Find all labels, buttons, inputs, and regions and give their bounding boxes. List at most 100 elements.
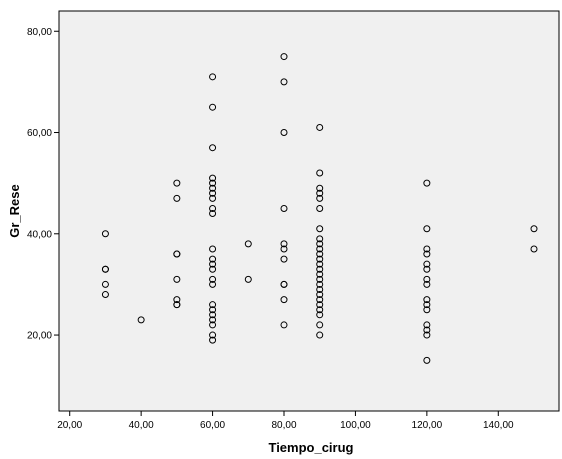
data-point (209, 144, 217, 152)
data-point (173, 250, 181, 258)
data-point (423, 225, 431, 233)
data-point (316, 169, 324, 177)
data-point (209, 331, 217, 339)
data-point (280, 53, 288, 61)
data-point (280, 78, 288, 86)
data-point (316, 189, 324, 197)
data-point (173, 194, 181, 202)
x-tick-label: 20,00 (57, 420, 82, 431)
x-tick-label: 100,00 (340, 420, 371, 431)
data-point (316, 265, 324, 273)
x-tick-label: 140,00 (483, 420, 514, 431)
data-point (316, 255, 324, 263)
data-point (530, 245, 538, 253)
data-point (316, 306, 324, 314)
data-point (209, 245, 217, 253)
data-point (209, 210, 217, 218)
plot-area (58, 10, 560, 412)
data-point (280, 204, 288, 212)
data-point (316, 280, 324, 288)
y-tick-label: 80,00 (27, 27, 52, 38)
data-point (316, 204, 324, 212)
data-point (101, 230, 109, 238)
data-point (316, 270, 324, 278)
data-point (209, 184, 217, 192)
data-point (316, 184, 324, 192)
y-axis-title: Gr_Rese (7, 184, 22, 237)
data-point (244, 275, 252, 283)
data-point (209, 73, 217, 81)
data-point (209, 306, 217, 314)
data-point (209, 179, 217, 187)
data-point (280, 255, 288, 263)
data-point (423, 280, 431, 288)
data-point (209, 174, 217, 182)
data-point (316, 285, 324, 293)
data-point (423, 275, 431, 283)
data-point (316, 194, 324, 202)
data-point (423, 296, 431, 304)
data-point (316, 275, 324, 283)
data-point (173, 275, 181, 283)
x-axis-title: Tiempo_cirug (268, 440, 353, 455)
x-tick-label: 80,00 (271, 420, 296, 431)
data-point (280, 245, 288, 253)
data-point (423, 265, 431, 273)
data-point (316, 225, 324, 233)
data-point (316, 301, 324, 309)
data-point (316, 291, 324, 299)
data-point (209, 204, 217, 212)
data-point (101, 265, 109, 273)
data-point (316, 260, 324, 268)
data-point (209, 265, 217, 273)
data-point (280, 129, 288, 137)
x-tick-label: 60,00 (200, 420, 225, 431)
data-point (423, 260, 431, 268)
data-point (280, 296, 288, 304)
y-axis: 20,00 40,00 60,00 80,00 (27, 27, 59, 342)
data-point (244, 240, 252, 248)
data-point (423, 301, 431, 309)
x-tick-label: 40,00 (129, 420, 154, 431)
data-point (209, 321, 217, 329)
data-point (280, 321, 288, 329)
data-point (316, 123, 324, 131)
data-point (423, 326, 431, 334)
data-point (316, 311, 324, 319)
data-point (173, 296, 181, 304)
data-point (423, 321, 431, 329)
data-point (209, 275, 217, 283)
x-axis: 20,00 40,00 60,00 80,00 100,00 120,00 140,00 (57, 411, 514, 431)
data-point (316, 245, 324, 253)
data-point (423, 245, 431, 253)
data-point (316, 235, 324, 243)
data-point (209, 260, 217, 268)
data-point (209, 189, 217, 197)
data-point (316, 321, 324, 329)
data-point (530, 225, 538, 233)
data-point (209, 255, 217, 263)
data-point (280, 280, 288, 288)
data-point (209, 301, 217, 309)
data-point (209, 103, 217, 111)
data-point (209, 280, 217, 288)
data-point (173, 301, 181, 309)
y-tick-label: 20,00 (27, 331, 52, 342)
y-tick-label: 40,00 (27, 229, 52, 240)
data-point (316, 240, 324, 248)
data-point (423, 306, 431, 314)
data-point (316, 250, 324, 258)
data-point (209, 311, 217, 319)
data-point (423, 356, 431, 364)
data-point (423, 250, 431, 258)
data-points (101, 53, 538, 364)
data-point (423, 331, 431, 339)
data-point (316, 331, 324, 339)
data-point (209, 316, 217, 324)
data-point (316, 296, 324, 304)
data-point (209, 194, 217, 202)
x-tick-label: 120,00 (412, 420, 443, 431)
data-point (280, 240, 288, 248)
y-tick-label: 60,00 (27, 128, 52, 139)
